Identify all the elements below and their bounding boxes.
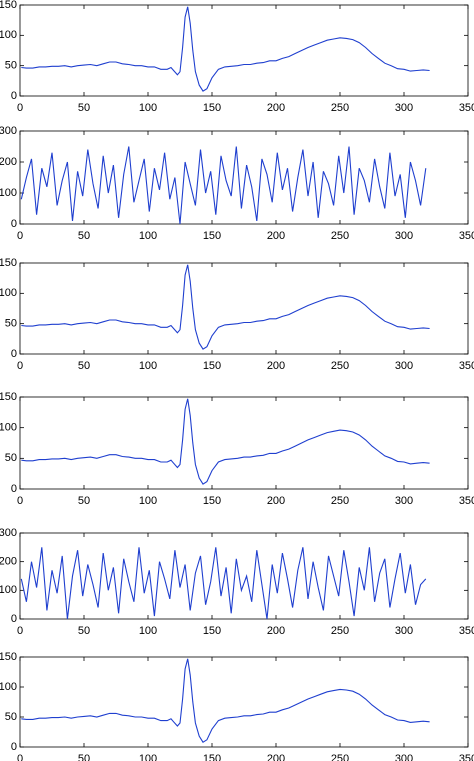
x-tick-label: 300: [395, 102, 413, 114]
y-tick-label: 100: [0, 187, 17, 199]
x-tick-label: 100: [139, 230, 157, 242]
x-tick-label: 50: [78, 102, 90, 114]
x-tick-label: 200: [267, 625, 285, 637]
x-tick-label: 50: [78, 753, 90, 761]
signal-line: [21, 264, 430, 350]
x-tick-label: 100: [139, 495, 157, 507]
x-tick-label: 250: [331, 753, 349, 761]
x-tick-label: 250: [331, 625, 349, 637]
x-tick-label: 0: [17, 495, 23, 507]
y-tick-label: 100: [0, 29, 17, 41]
y-tick-label: 50: [5, 318, 17, 330]
x-tick-label: 200: [267, 230, 285, 242]
y-tick-label: 150: [0, 0, 17, 11]
y-tick-label: 150: [0, 391, 17, 403]
subplot: 0 50 100 150 200 250 300 350 0 50 100 150: [0, 0, 474, 114]
y-tick-label: 100: [0, 287, 17, 299]
signal-line: [21, 658, 430, 743]
subplot: 0 50 100 150 200 250 300 350 0 50 100 150: [0, 257, 474, 372]
subplot: 0 50 100 150 200 250 300 350 0 50 100 150: [0, 391, 474, 507]
x-tick-label: 200: [267, 102, 285, 114]
y-tick-label: 300: [0, 125, 17, 137]
x-tick-label: 250: [331, 230, 349, 242]
x-tick-label: 350: [459, 495, 474, 507]
y-tick-label: 100: [0, 584, 17, 596]
x-tick-label: 50: [78, 625, 90, 637]
x-tick-label: 150: [203, 102, 221, 114]
y-tick-label: 50: [5, 60, 17, 72]
y-tick-label: 0: [11, 613, 17, 625]
x-tick-label: 0: [17, 753, 23, 761]
signal-line: [21, 398, 430, 485]
x-tick-label: 300: [395, 753, 413, 761]
x-tick-label: 100: [139, 102, 157, 114]
signal-line: [20, 146, 427, 225]
y-tick-label: 150: [0, 651, 17, 663]
y-tick-label: 200: [0, 556, 17, 568]
y-tick-label: 0: [11, 348, 17, 360]
x-tick-label: 300: [395, 495, 413, 507]
x-tick-label: 50: [78, 230, 90, 242]
x-tick-label: 150: [203, 495, 221, 507]
y-tick-label: 100: [0, 681, 17, 693]
x-tick-label: 100: [139, 360, 157, 372]
x-tick-label: 200: [267, 495, 285, 507]
axes-box: [19, 4, 469, 97]
x-tick-label: 150: [203, 230, 221, 242]
x-tick-label: 50: [78, 495, 90, 507]
y-tick-label: 0: [11, 741, 17, 753]
x-tick-label: 350: [459, 753, 474, 761]
y-tick-label: 100: [0, 422, 17, 434]
y-tick-label: 50: [5, 711, 17, 723]
y-tick-label: 200: [0, 156, 17, 168]
signal-line: [20, 547, 427, 620]
x-tick-label: 350: [459, 360, 474, 372]
x-tick-label: 200: [267, 360, 285, 372]
axes-box: [19, 262, 469, 355]
subplot: 0 50 100 150 200 250 300 350 0 100 200 300: [0, 527, 474, 637]
axes-box: [19, 656, 469, 748]
x-tick-label: 150: [203, 753, 221, 761]
y-tick-label: 0: [11, 218, 17, 230]
x-tick-label: 50: [78, 360, 90, 372]
signal-line: [21, 6, 430, 92]
y-tick-label: 0: [11, 90, 17, 102]
y-tick-label: 150: [0, 257, 17, 269]
x-tick-label: 100: [139, 753, 157, 761]
x-tick-label: 250: [331, 360, 349, 372]
x-tick-label: 0: [17, 230, 23, 242]
x-tick-label: 300: [395, 360, 413, 372]
x-tick-label: 350: [459, 102, 474, 114]
x-tick-label: 250: [331, 102, 349, 114]
y-tick-label: 0: [11, 483, 17, 495]
axes-box: [19, 396, 469, 490]
x-tick-label: 0: [17, 102, 23, 114]
x-tick-label: 150: [203, 360, 221, 372]
y-tick-label: 300: [0, 527, 17, 539]
axes-box: [19, 532, 469, 620]
subplot: 0 50 100 150 200 250 300 350 0 50 100 150: [0, 651, 474, 761]
x-tick-label: 300: [395, 230, 413, 242]
x-tick-label: 200: [267, 753, 285, 761]
x-tick-label: 150: [203, 625, 221, 637]
y-tick-label: 50: [5, 452, 17, 464]
x-tick-label: 350: [459, 230, 474, 242]
x-tick-label: 0: [17, 625, 23, 637]
x-tick-label: 100: [139, 625, 157, 637]
x-tick-label: 350: [459, 625, 474, 637]
x-tick-label: 300: [395, 625, 413, 637]
subplot: 0 50 100 150 200 250 300 350 0 100 200 300: [0, 125, 474, 242]
x-tick-label: 0: [17, 360, 23, 372]
x-tick-label: 250: [331, 495, 349, 507]
